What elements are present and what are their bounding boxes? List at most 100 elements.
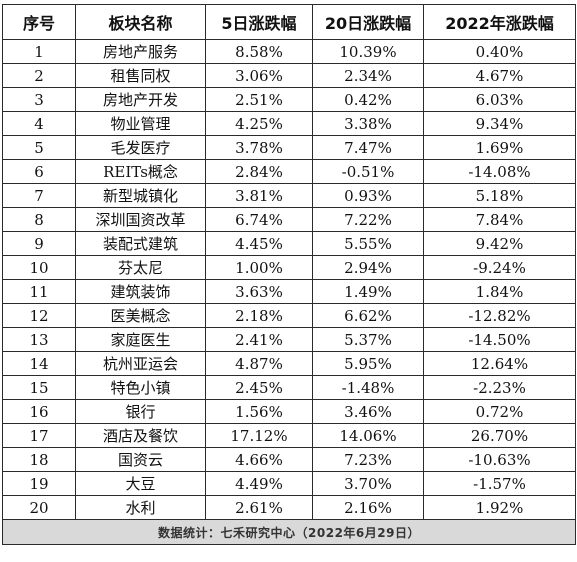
table-row: 3 房地产开发 2.51% 0.42% 6.03% xyxy=(2,87,576,112)
change-2022-cell: 26.70% xyxy=(423,423,576,448)
sector-name-cell: 医美概念 xyxy=(75,303,206,328)
header-2022-change: 2022年涨跌幅 xyxy=(423,4,576,40)
row-index-cell: 17 xyxy=(2,423,76,448)
table-row: 17 酒店及餐饮 17.12% 14.06% 26.70% xyxy=(2,423,576,448)
sector-name-cell: 房地产开发 xyxy=(75,87,206,112)
change-20d-cell: 0.93% xyxy=(312,183,424,208)
change-5d-cell: 1.00% xyxy=(205,255,313,280)
row-index-cell: 2 xyxy=(2,63,76,88)
change-5d-cell: 2.41% xyxy=(205,327,313,352)
header-row: 序号 板块名称 5日涨跌幅 20日涨跌幅 2022年涨跌幅 xyxy=(2,4,576,40)
change-2022-cell: 1.69% xyxy=(423,135,576,160)
table-row: 10 芬太尼 1.00% 2.94% -9.24% xyxy=(2,255,576,280)
sector-performance-table: 序号 板块名称 5日涨跌幅 20日涨跌幅 2022年涨跌幅 1 房地产服务 8.58… xyxy=(2,4,576,545)
row-index-cell: 3 xyxy=(2,87,76,112)
row-index-cell: 9 xyxy=(2,231,76,256)
change-2022-cell: -1.57% xyxy=(423,471,576,496)
change-2022-cell: 0.40% xyxy=(423,39,576,64)
change-2022-cell: 9.42% xyxy=(423,231,576,256)
row-index-cell: 10 xyxy=(2,255,76,280)
data-source-note: 数据统计：七禾研究中心（2022年6月29日） xyxy=(2,519,576,545)
change-2022-cell: 5.18% xyxy=(423,183,576,208)
table-row: 12 医美概念 2.18% 6.62% -12.82% xyxy=(2,303,576,328)
change-20d-cell: 7.22% xyxy=(312,207,424,232)
row-index-cell: 18 xyxy=(2,447,76,472)
row-index-cell: 12 xyxy=(2,303,76,328)
change-5d-cell: 2.61% xyxy=(205,495,313,520)
sector-name-cell: 大豆 xyxy=(75,471,206,496)
change-20d-cell: 3.38% xyxy=(312,111,424,136)
sector-name-cell: 银行 xyxy=(75,399,206,424)
table-row: 18 国资云 4.66% 7.23% -10.63% xyxy=(2,447,576,472)
change-2022-cell: 1.92% xyxy=(423,495,576,520)
sector-name-cell: 装配式建筑 xyxy=(75,231,206,256)
change-2022-cell: 12.64% xyxy=(423,351,576,376)
change-5d-cell: 6.74% xyxy=(205,207,313,232)
change-5d-cell: 3.78% xyxy=(205,135,313,160)
row-index-cell: 20 xyxy=(2,495,76,520)
change-5d-cell: 2.45% xyxy=(205,375,313,400)
change-2022-cell: -14.08% xyxy=(423,159,576,184)
change-2022-cell: 0.72% xyxy=(423,399,576,424)
change-2022-cell: -2.23% xyxy=(423,375,576,400)
row-index-cell: 1 xyxy=(2,39,76,64)
change-5d-cell: 8.58% xyxy=(205,39,313,64)
change-2022-cell: -9.24% xyxy=(423,255,576,280)
change-20d-cell: 6.62% xyxy=(312,303,424,328)
table-row: 7 新型城镇化 3.81% 0.93% 5.18% xyxy=(2,183,576,208)
row-index-cell: 15 xyxy=(2,375,76,400)
change-20d-cell: -0.51% xyxy=(312,159,424,184)
sector-name-cell: 深圳国资改革 xyxy=(75,207,206,232)
change-2022-cell: -14.50% xyxy=(423,327,576,352)
table-row: 19 大豆 4.49% 3.70% -1.57% xyxy=(2,471,576,496)
change-20d-cell: 5.55% xyxy=(312,231,424,256)
table-row: 20 水利 2.61% 2.16% 1.92% xyxy=(2,495,576,520)
change-5d-cell: 3.63% xyxy=(205,279,313,304)
header-20d-change: 20日涨跌幅 xyxy=(312,4,424,40)
row-index-cell: 8 xyxy=(2,207,76,232)
table-row: 2 租售同权 3.06% 2.34% 4.67% xyxy=(2,63,576,88)
change-2022-cell: -10.63% xyxy=(423,447,576,472)
change-20d-cell: 10.39% xyxy=(312,39,424,64)
change-20d-cell: 2.94% xyxy=(312,255,424,280)
change-20d-cell: 14.06% xyxy=(312,423,424,448)
table-row: 9 装配式建筑 4.45% 5.55% 9.42% xyxy=(2,231,576,256)
change-5d-cell: 1.56% xyxy=(205,399,313,424)
sector-name-cell: 家庭医生 xyxy=(75,327,206,352)
change-2022-cell: 4.67% xyxy=(423,63,576,88)
change-5d-cell: 3.81% xyxy=(205,183,313,208)
change-5d-cell: 4.45% xyxy=(205,231,313,256)
change-5d-cell: 2.18% xyxy=(205,303,313,328)
sector-name-cell: REITs概念 xyxy=(75,159,206,184)
sector-name-cell: 芬太尼 xyxy=(75,255,206,280)
sector-name-cell: 建筑装饰 xyxy=(75,279,206,304)
change-20d-cell: 5.95% xyxy=(312,351,424,376)
row-index-cell: 4 xyxy=(2,111,76,136)
sector-name-cell: 新型城镇化 xyxy=(75,183,206,208)
table-row: 1 房地产服务 8.58% 10.39% 0.40% xyxy=(2,39,576,64)
change-20d-cell: 7.47% xyxy=(312,135,424,160)
table-row: 4 物业管理 4.25% 3.38% 9.34% xyxy=(2,111,576,136)
change-20d-cell: 0.42% xyxy=(312,87,424,112)
sector-name-cell: 毛发医疗 xyxy=(75,135,206,160)
header-5d-change: 5日涨跌幅 xyxy=(205,4,313,40)
row-index-cell: 13 xyxy=(2,327,76,352)
header-index: 序号 xyxy=(2,4,76,40)
change-5d-cell: 2.51% xyxy=(205,87,313,112)
change-20d-cell: 5.37% xyxy=(312,327,424,352)
change-20d-cell: -1.48% xyxy=(312,375,424,400)
change-5d-cell: 4.49% xyxy=(205,471,313,496)
row-index-cell: 5 xyxy=(2,135,76,160)
table-row: 15 特色小镇 2.45% -1.48% -2.23% xyxy=(2,375,576,400)
row-index-cell: 6 xyxy=(2,159,76,184)
change-5d-cell: 4.66% xyxy=(205,447,313,472)
row-index-cell: 19 xyxy=(2,471,76,496)
table-row: 11 建筑装饰 3.63% 1.49% 1.84% xyxy=(2,279,576,304)
sector-name-cell: 房地产服务 xyxy=(75,39,206,64)
row-index-cell: 7 xyxy=(2,183,76,208)
change-20d-cell: 1.49% xyxy=(312,279,424,304)
row-index-cell: 16 xyxy=(2,399,76,424)
change-5d-cell: 3.06% xyxy=(205,63,313,88)
table-row: 8 深圳国资改革 6.74% 7.22% 7.84% xyxy=(2,207,576,232)
